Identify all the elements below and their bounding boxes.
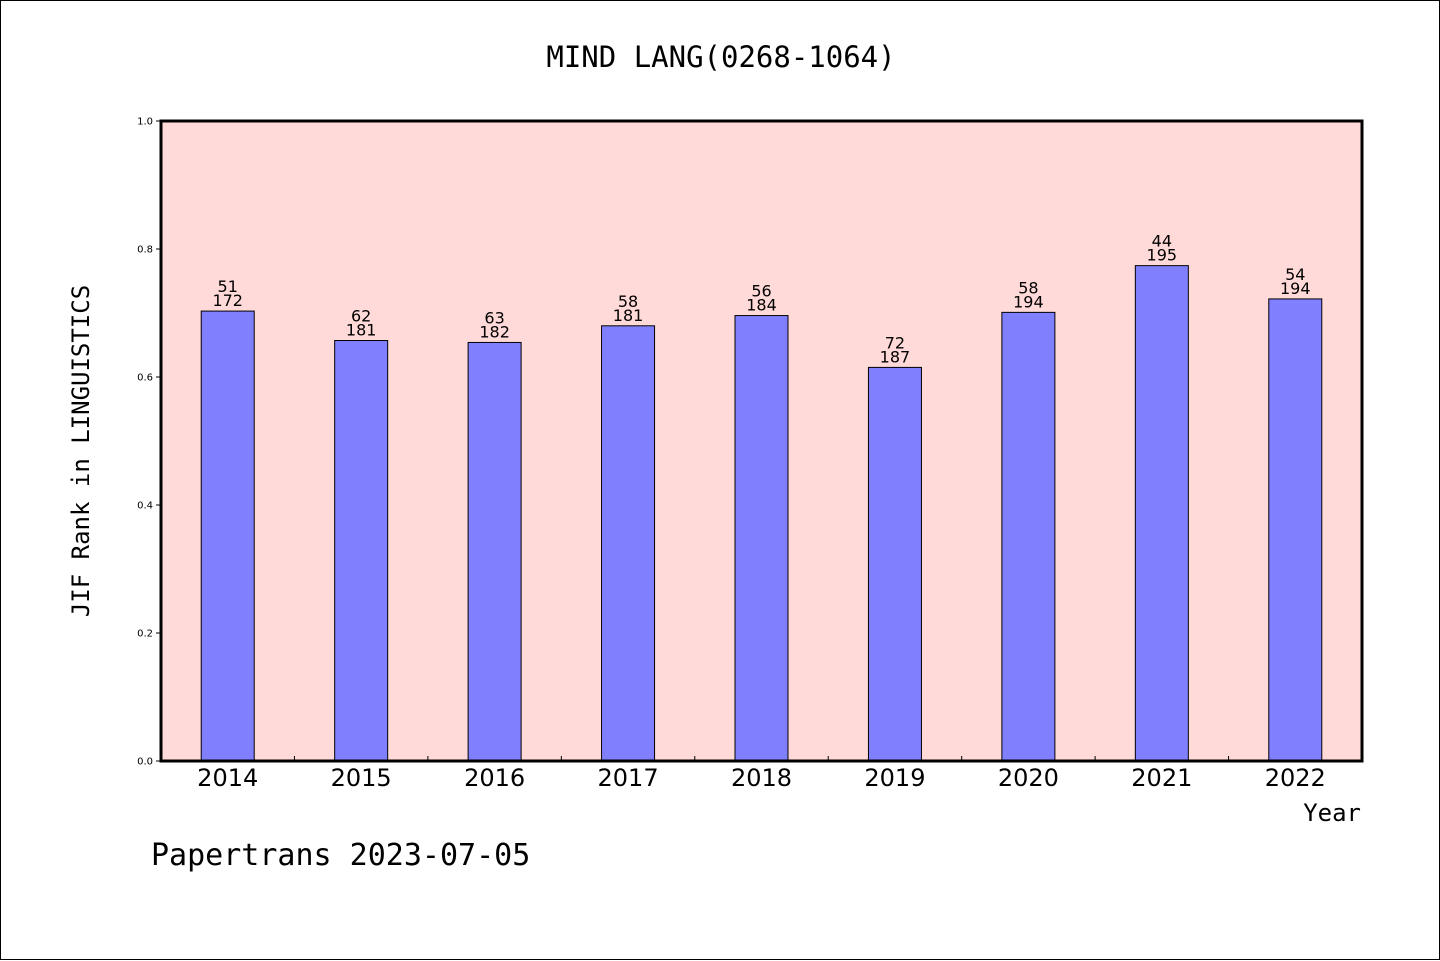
bar-label-rank-2016: 63 [484, 308, 504, 327]
x-tick-label-2016: 2016 [464, 764, 525, 792]
bar-label-total-2015: 181 [346, 321, 377, 340]
plot-border [159, 119, 1364, 763]
bar-label-total-2021: 195 [1147, 246, 1178, 265]
bar-label-total-2019: 187 [880, 347, 911, 366]
bar-label-rank-2018: 56 [751, 282, 771, 301]
bar-label-total-2018: 184 [746, 296, 777, 315]
bar-label-rank-2019: 72 [885, 333, 905, 352]
x-tick-label-2021: 2021 [1131, 764, 1192, 792]
bar-label-rank-2017: 58 [618, 292, 638, 311]
y-axis-ticks: 0.0 0.2 0.4 0.6 0.8 1.0 [137, 117, 161, 768]
x-tick-label-2014: 2014 [197, 764, 258, 792]
bar-2016 [467, 341, 522, 762]
bar-2022 [1268, 298, 1323, 762]
bar-label-rank-2014: 51 [218, 277, 238, 296]
bar-label-total-2020: 194 [1013, 292, 1044, 311]
x-tick-label-2020: 2020 [998, 764, 1059, 792]
bar-2019 [867, 366, 922, 762]
y-tick-label-1.0: 1.0 [137, 117, 153, 128]
footer-text: Papertrans 2023-07-05 [151, 838, 530, 873]
x-tick-label-2022: 2022 [1265, 764, 1326, 792]
x-axis-label: Year [1303, 799, 1361, 827]
x-tick-label-2019: 2019 [864, 764, 925, 792]
y-tick-label-0.2: 0.2 [137, 629, 153, 640]
data-labels-group: 5117262181631825818156184721875819444195… [212, 232, 1310, 367]
bar-label-total-2017: 181 [613, 306, 644, 325]
bar-2017 [601, 325, 656, 762]
x-tick-label-2017: 2017 [598, 764, 659, 792]
bar-2014 [200, 310, 255, 762]
y-tick-label-0.6: 0.6 [137, 373, 153, 384]
bar-label-total-2016: 182 [479, 322, 510, 341]
x-axis-ticks: 2014 2015 2016 2017 2018 2019 2020 2021 2022 [197, 756, 1326, 792]
bar-label-rank-2020: 58 [1018, 278, 1038, 297]
bar-label-rank-2015: 62 [351, 307, 371, 326]
bar-label-rank-2021: 44 [1152, 232, 1172, 251]
bars-group [200, 265, 1323, 762]
y-tick-label-0.8: 0.8 [137, 245, 153, 256]
bar-label-total-2022: 194 [1280, 279, 1311, 298]
x-tick-label-2015: 2015 [331, 764, 392, 792]
y-axis-label: JIF Rank in LINGUISTICS [67, 285, 95, 617]
chart-title: MIND LANG(0268-1064) [546, 40, 895, 74]
bar-2020 [1001, 311, 1056, 762]
y-tick-label-0.0: 0.0 [137, 757, 153, 768]
bar-label-rank-2022: 54 [1285, 265, 1305, 284]
bar-2021 [1134, 265, 1189, 762]
x-tick-label-2018: 2018 [731, 764, 792, 792]
y-tick-label-0.4: 0.4 [137, 501, 153, 512]
bar-2015 [334, 340, 389, 762]
bar-2018 [734, 315, 789, 762]
bar-label-total-2014: 172 [212, 291, 243, 310]
